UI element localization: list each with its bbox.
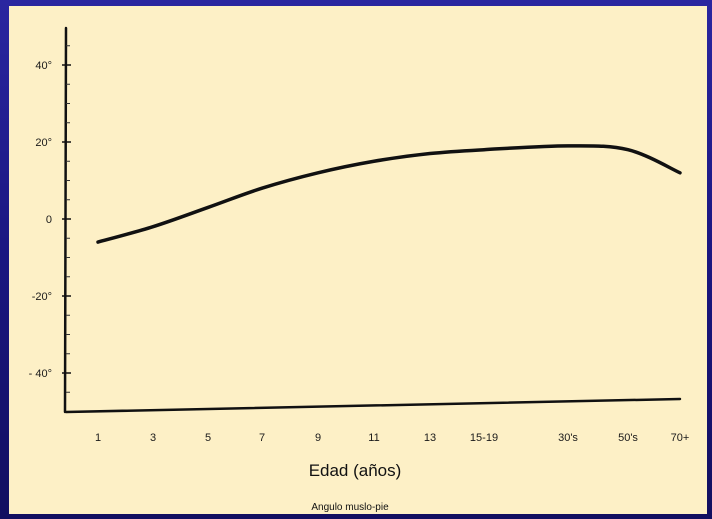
x-tick-label: 70+ [671,432,690,444]
x-tick-label: 5 [205,432,211,444]
x-tick-label: 1 [95,432,101,444]
x-tick-label: 15-19 [470,432,498,444]
chart-caption: Angulo muslo-pie [311,502,389,513]
y-tick-label: 20° [35,137,52,149]
y-axis: 40° 20° 0 -20° - 40° [29,26,71,414]
y-tick-label: - 40° [29,368,52,380]
x-tick-label: 3 [150,432,156,444]
y-axis-line [63,26,68,414]
x-tick-label: 9 [315,432,321,444]
x-axis: 1 3 5 7 9 11 13 15-19 30's 50's 70+ [64,397,690,444]
y-tick-label: 40° [35,60,52,72]
chart-paper [9,6,707,514]
series-group [96,144,682,244]
x-axis-title: Edad (años) [309,461,402,480]
x-tick-label: 7 [259,432,265,444]
series-line [96,144,682,244]
x-axis-line [64,397,682,414]
x-tick-label: 13 [424,432,436,444]
x-tick-label: 11 [368,432,379,444]
x-tick-label: 30's [558,432,578,444]
y-tick-label: 0 [46,214,52,226]
x-tick-label: 50's [618,432,638,444]
y-tick-label: -20° [32,291,52,303]
